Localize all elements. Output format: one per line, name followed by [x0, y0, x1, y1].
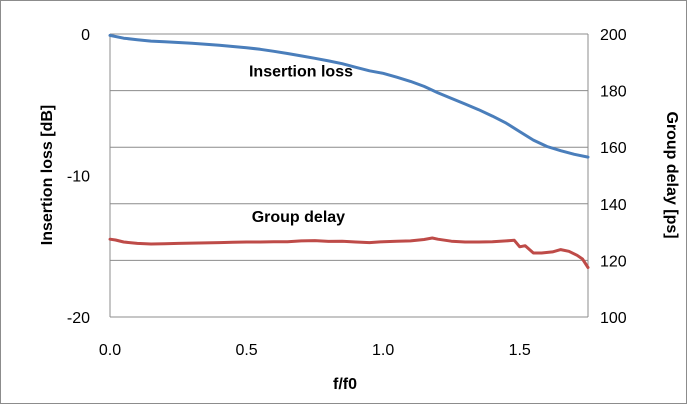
- x-tick-label-3: 1.5: [509, 342, 531, 359]
- series-group: [108, 33, 590, 269]
- y-axis-right-label: Group delay [ps]: [663, 111, 680, 238]
- annotation-group-delay: Group delay: [252, 209, 345, 226]
- y-right-tick-label-3: 140: [600, 197, 627, 214]
- x-tick-label-1: 0.5: [235, 342, 257, 359]
- y-left-tick-label-2: -20: [67, 310, 90, 327]
- y-right-tick-label-5: 100: [600, 310, 627, 327]
- annotation-insertion-loss: Insertion loss: [249, 63, 353, 80]
- series-line-1: [108, 236, 590, 269]
- x-tick-label-2: 1.0: [372, 342, 394, 359]
- grid: [109, 33, 589, 318]
- y-right-tick-label-0: 200: [600, 27, 627, 44]
- x-axis-label: f/f0: [333, 376, 357, 393]
- y-right-tick-label-4: 120: [600, 253, 627, 270]
- y-right-tick-label-1: 180: [600, 84, 627, 101]
- x-tick-label-0: 0.0: [99, 342, 121, 359]
- series-line-0: [108, 33, 590, 159]
- y-right-tick-label-2: 160: [600, 140, 627, 157]
- y-left-tick-label-1: -10: [67, 169, 90, 186]
- tick-labels: 0.0 0.5 1.0 1.5 0 -10 -20 200 180 160 140 120 100: [67, 27, 627, 359]
- y-axis-left-label: Insertion loss [dB]: [39, 105, 56, 245]
- y-left-tick-label-0: 0: [81, 27, 90, 44]
